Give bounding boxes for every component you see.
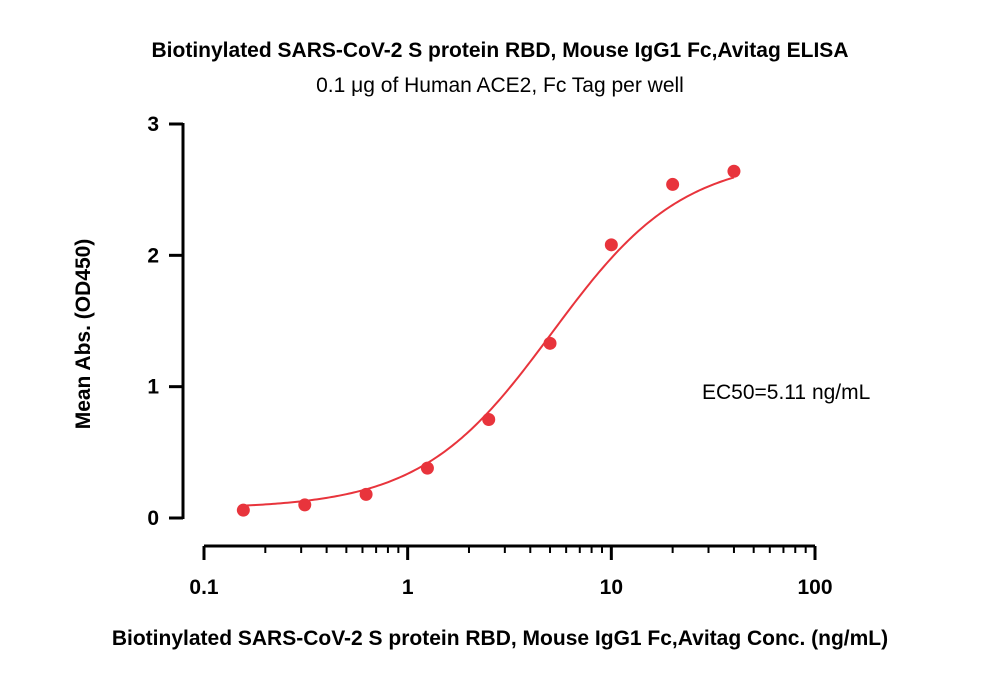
data-point: [298, 498, 312, 512]
data-points-layer: [236, 164, 741, 517]
ec50-annotation: EC50=5.11 ng/mL: [702, 381, 870, 404]
fit-curve-layer: [243, 176, 735, 507]
x-tick-label: 100: [797, 576, 832, 599]
x-tick-label: 10: [600, 576, 623, 599]
data-point: [236, 503, 250, 517]
y-axis-label: Mean Abs. (OD450): [72, 239, 95, 430]
data-point: [666, 177, 680, 191]
data-point: [727, 164, 741, 178]
data-point: [420, 461, 434, 475]
y-tick-label: 1: [147, 376, 159, 399]
data-point: [482, 413, 496, 426]
data-point: [359, 487, 373, 501]
y-tick-label: 3: [147, 113, 159, 136]
x-tick-label: 1: [402, 576, 414, 599]
axes: 0 1 2 3 0.1 1 10 100: [147, 113, 832, 599]
data-point: [543, 336, 557, 350]
y-tick-label: 0: [147, 507, 159, 530]
fit-curve: [243, 176, 735, 507]
chart-subtitle: 0.1 μg of Human ACE2, Fc Tag per well: [316, 74, 684, 97]
chart-title: Biotinylated SARS-CoV-2 S protein RBD, M…: [152, 39, 849, 62]
x-axis-label: Biotinylated SARS-CoV-2 S protein RBD, M…: [112, 627, 888, 650]
x-tick-label: 0.1: [189, 576, 219, 599]
data-point: [604, 238, 618, 252]
y-tick-label: 2: [147, 244, 159, 267]
